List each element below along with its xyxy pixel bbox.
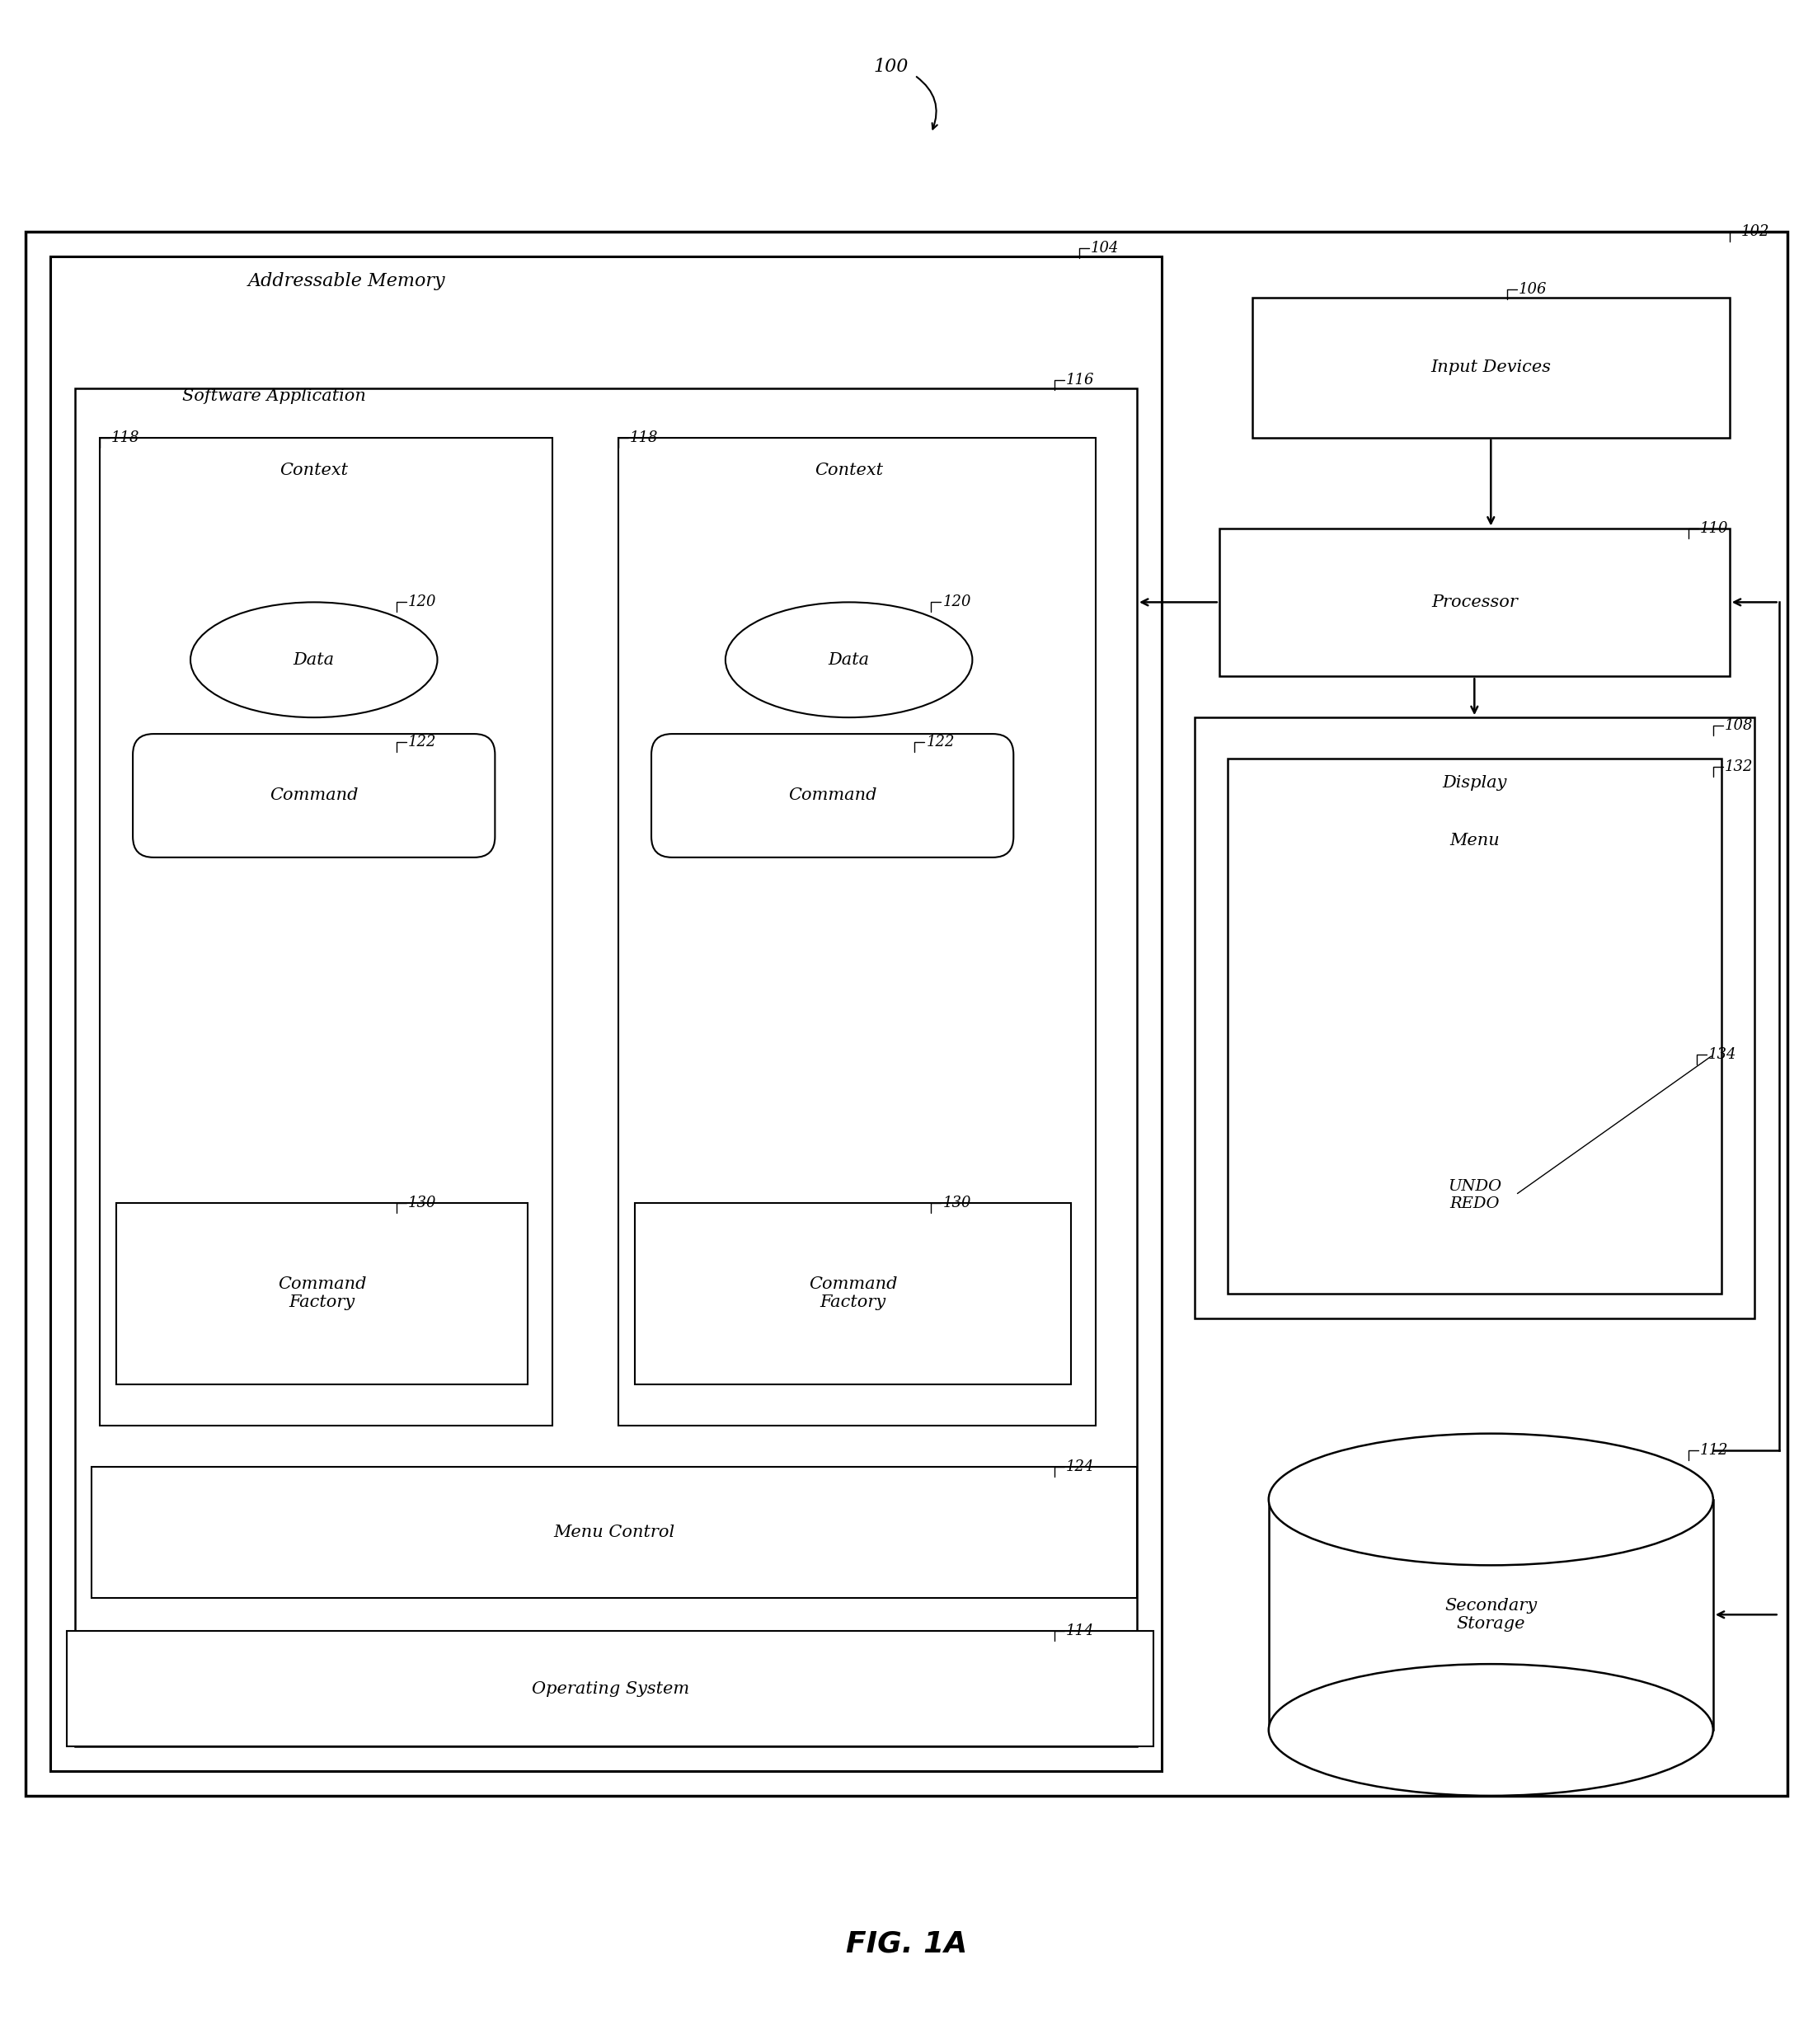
Text: 104: 104 bbox=[1091, 241, 1119, 256]
Bar bbox=[1220, 527, 1730, 677]
Text: 106: 106 bbox=[1519, 282, 1546, 296]
Text: 112: 112 bbox=[1701, 1443, 1728, 1457]
FancyBboxPatch shape bbox=[651, 734, 1013, 856]
Text: Data: Data bbox=[829, 652, 870, 668]
Text: 110: 110 bbox=[1701, 521, 1728, 536]
Text: 116: 116 bbox=[1066, 372, 1095, 388]
Text: Command: Command bbox=[270, 787, 359, 803]
Ellipse shape bbox=[725, 603, 972, 717]
Bar bbox=[1195, 717, 1755, 1318]
Text: Menu: Menu bbox=[1449, 834, 1499, 848]
Bar bbox=[618, 437, 1095, 1425]
Bar bbox=[1227, 758, 1721, 1294]
Text: 102: 102 bbox=[1740, 225, 1769, 239]
Text: Command
Factory: Command Factory bbox=[277, 1278, 366, 1310]
Text: Command
Factory: Command Factory bbox=[809, 1278, 897, 1310]
Text: Input Devices: Input Devices bbox=[1430, 360, 1552, 376]
Text: 130: 130 bbox=[943, 1196, 972, 1210]
Bar bbox=[635, 1204, 1071, 1384]
Text: Software Application: Software Application bbox=[183, 388, 366, 405]
Text: Operating System: Operating System bbox=[531, 1680, 689, 1697]
Text: Command: Command bbox=[789, 787, 877, 803]
FancyBboxPatch shape bbox=[132, 734, 495, 856]
Text: UNDO
REDO: UNDO REDO bbox=[1447, 1179, 1501, 1210]
Text: 120: 120 bbox=[408, 595, 437, 609]
Bar bbox=[25, 231, 1788, 1797]
Text: Addressable Memory: Addressable Memory bbox=[248, 272, 446, 290]
Text: Menu Control: Menu Control bbox=[553, 1525, 674, 1541]
Text: Data: Data bbox=[294, 652, 335, 668]
Ellipse shape bbox=[190, 603, 437, 717]
Text: 124: 124 bbox=[1066, 1459, 1095, 1474]
Ellipse shape bbox=[1269, 1433, 1713, 1566]
Text: 108: 108 bbox=[1724, 717, 1753, 734]
Text: 118: 118 bbox=[629, 429, 658, 446]
Text: Secondary
Storage: Secondary Storage bbox=[1445, 1598, 1537, 1631]
Text: 130: 130 bbox=[408, 1196, 437, 1210]
Bar bbox=[92, 1466, 1137, 1598]
Bar bbox=[67, 1631, 1153, 1746]
Text: Display: Display bbox=[1441, 775, 1507, 791]
Bar bbox=[116, 1204, 528, 1384]
Text: 134: 134 bbox=[1708, 1047, 1737, 1063]
Text: 122: 122 bbox=[408, 734, 437, 750]
Bar bbox=[1253, 298, 1730, 437]
Text: Processor: Processor bbox=[1430, 595, 1517, 609]
Text: 118: 118 bbox=[111, 429, 140, 446]
Text: FIG. 1A: FIG. 1A bbox=[847, 1930, 966, 1958]
Text: 114: 114 bbox=[1066, 1623, 1095, 1639]
Ellipse shape bbox=[1269, 1664, 1713, 1797]
Text: Context: Context bbox=[279, 462, 348, 478]
Text: 122: 122 bbox=[926, 734, 955, 750]
Bar bbox=[100, 437, 553, 1425]
Text: 100: 100 bbox=[874, 57, 908, 76]
Bar bbox=[51, 256, 1162, 1770]
Text: Context: Context bbox=[814, 462, 883, 478]
Text: 120: 120 bbox=[943, 595, 972, 609]
Text: 132: 132 bbox=[1724, 760, 1753, 775]
Bar bbox=[74, 388, 1137, 1746]
